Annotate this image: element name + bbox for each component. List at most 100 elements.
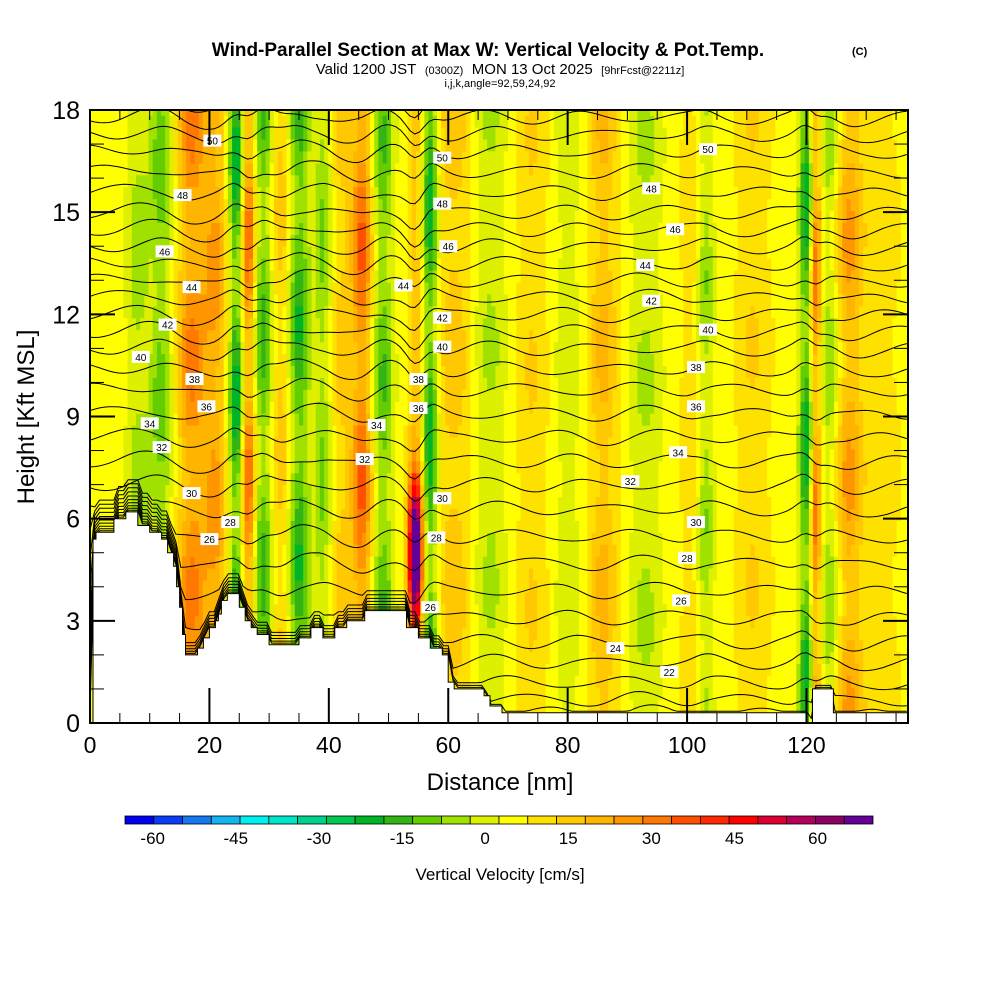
w-cell	[357, 544, 363, 557]
w-cell	[457, 591, 463, 605]
w-cell	[353, 270, 359, 283]
w-cell	[177, 353, 183, 366]
w-cell	[257, 210, 262, 223]
w-cell	[207, 222, 212, 235]
w-cell	[374, 496, 379, 509]
w-cell	[227, 389, 233, 402]
w-cell	[182, 496, 187, 509]
w-cell	[273, 186, 279, 200]
w-cell	[420, 110, 425, 116]
w-cell	[223, 138, 229, 152]
w-cell	[165, 365, 170, 378]
w-cell	[123, 341, 129, 355]
w-cell	[324, 460, 329, 474]
w-cell	[386, 389, 392, 402]
w-cell	[232, 198, 237, 211]
w-cell	[353, 484, 359, 498]
w-cell	[307, 353, 313, 366]
w-cell	[349, 389, 354, 402]
w-cell	[286, 425, 292, 438]
w-cell	[136, 222, 141, 235]
w-cell	[115, 162, 120, 176]
chart-subtitle: Valid 1200 JST (0300Z) MON 13 Oct 2025 […	[316, 61, 685, 78]
w-cell	[374, 508, 379, 521]
w-cell	[449, 138, 455, 152]
w-cell	[449, 186, 455, 200]
w-cell	[136, 413, 141, 426]
w-cell	[353, 341, 359, 355]
w-cell	[436, 508, 442, 521]
w-cell	[236, 508, 242, 521]
w-cell	[131, 162, 137, 176]
w-cell	[432, 591, 438, 605]
w-cell	[207, 246, 212, 259]
w-cell	[482, 115, 488, 128]
w-cell	[390, 436, 396, 450]
w-cell	[169, 365, 175, 378]
w-cell	[144, 110, 150, 116]
w-cell	[319, 472, 325, 486]
w-cell	[140, 270, 145, 283]
w-cell	[482, 436, 488, 450]
w-cell	[110, 110, 116, 116]
w-cell	[248, 174, 254, 188]
w-cell	[416, 568, 421, 581]
w-cell	[470, 615, 476, 629]
w-cell	[215, 389, 221, 402]
w-cell	[357, 222, 363, 235]
w-cell	[453, 270, 459, 283]
w-cell	[248, 270, 254, 283]
w-cell	[411, 484, 417, 498]
w-cell	[156, 198, 162, 211]
w-cell	[466, 472, 471, 486]
w-cell	[332, 365, 338, 378]
w-cell	[207, 305, 212, 319]
w-cell	[165, 150, 170, 164]
w-cell	[269, 150, 275, 164]
w-cell	[177, 317, 183, 331]
w-cell	[140, 377, 145, 390]
w-cell	[190, 210, 196, 223]
w-cell	[257, 627, 262, 641]
w-cell	[382, 282, 388, 295]
w-cell	[478, 127, 484, 140]
w-cell	[466, 591, 471, 605]
w-cell	[470, 150, 476, 164]
w-cell	[403, 532, 409, 545]
w-cell	[474, 210, 480, 223]
w-cell	[286, 174, 292, 188]
w-cell	[311, 198, 317, 211]
w-cell	[307, 413, 313, 426]
w-cell	[345, 186, 350, 200]
w-cell	[445, 270, 451, 283]
w-cell	[106, 341, 112, 355]
w-cell	[436, 460, 442, 474]
w-cell	[336, 496, 342, 509]
w-cell	[307, 377, 313, 390]
w-cell	[190, 110, 196, 116]
w-cell	[382, 580, 388, 593]
w-cell	[340, 110, 346, 116]
w-cell	[303, 615, 308, 629]
w-cell	[416, 472, 421, 486]
w-cell	[328, 472, 333, 486]
w-cell	[232, 580, 237, 593]
w-cell	[466, 270, 471, 283]
w-cell	[244, 472, 250, 486]
w-cell	[253, 544, 258, 557]
w-cell	[395, 425, 400, 438]
w-cell	[324, 580, 329, 593]
w-cell	[273, 115, 279, 128]
w-cell	[290, 436, 296, 450]
w-cell	[194, 425, 200, 438]
w-cell	[131, 210, 137, 223]
w-cell	[240, 413, 246, 426]
w-cell	[453, 293, 459, 307]
w-cell	[227, 210, 233, 223]
w-cell	[390, 150, 396, 164]
w-cell	[457, 460, 463, 474]
w-cell	[336, 460, 342, 474]
w-cell	[407, 508, 413, 521]
w-cell	[223, 544, 229, 557]
w-cell	[98, 234, 104, 247]
